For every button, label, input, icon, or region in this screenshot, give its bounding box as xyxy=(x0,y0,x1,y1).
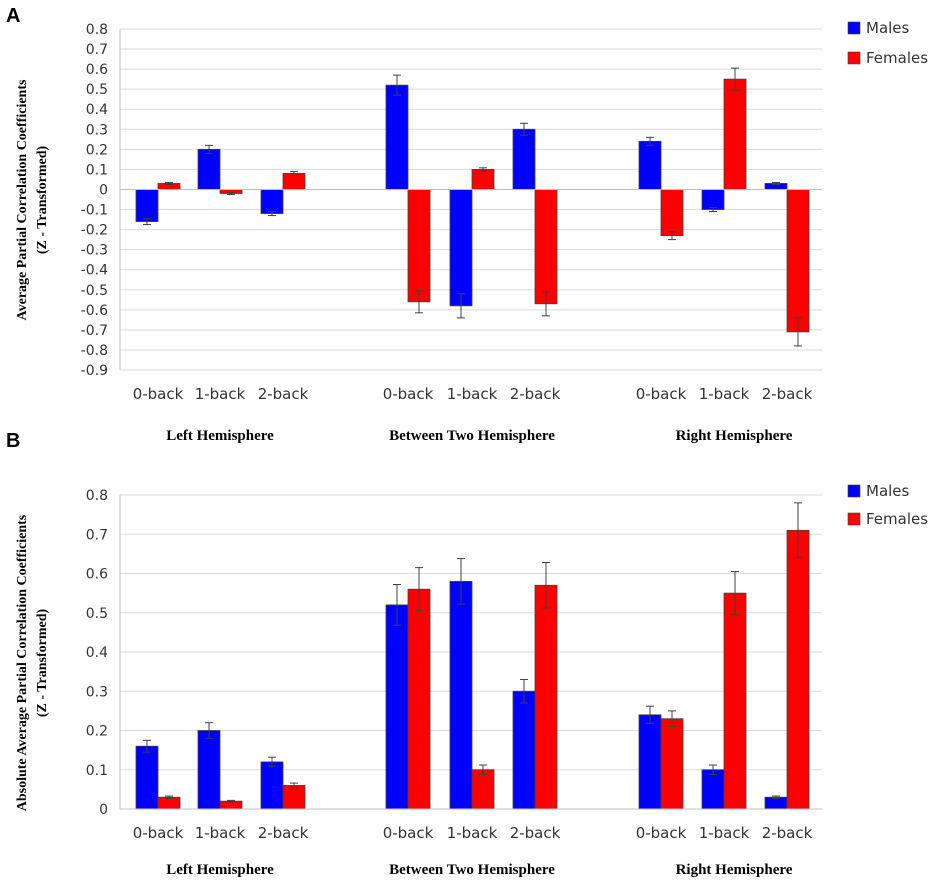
x-tick-label: 0-back xyxy=(636,824,687,842)
bar-females-4 xyxy=(471,169,495,190)
y-tick-label: -0.6 xyxy=(81,303,108,319)
bar-males-0 xyxy=(135,745,159,810)
bar-females-6 xyxy=(660,718,684,810)
y-tick-label: 0.3 xyxy=(86,684,108,700)
bar-males-1 xyxy=(197,730,221,810)
y-tick-label: 0 xyxy=(99,802,108,818)
x-tick-label: 1-back xyxy=(195,385,246,403)
bar-males-7 xyxy=(701,769,725,810)
y-tick-label: 0.5 xyxy=(86,606,108,622)
x-tick-label: 1-back xyxy=(699,385,750,403)
bar-females-7 xyxy=(723,78,747,190)
x-tick-label: 1-back xyxy=(447,824,498,842)
y-tick-label: -0.1 xyxy=(81,203,108,219)
y-tick-label: 0.2 xyxy=(86,724,108,740)
group-label: Right Hemisphere xyxy=(676,862,793,878)
legend-label: Females xyxy=(866,49,928,67)
y-axis-title: Absolute Average Partial Correlation Coe… xyxy=(15,514,30,811)
y-tick-label: -0.2 xyxy=(81,223,108,239)
x-tick-label: 0-back xyxy=(133,385,184,403)
y-tick-label: 0.4 xyxy=(86,102,108,118)
bar-males-2 xyxy=(260,761,284,810)
legend-label: Males xyxy=(866,19,910,37)
x-tick-label: 0-back xyxy=(636,385,687,403)
x-tick-label: 2-back xyxy=(258,385,309,403)
y-tick-label: -0.5 xyxy=(81,283,108,299)
group-label: Between Two Hemisphere xyxy=(389,428,555,444)
x-tick-label: 0-back xyxy=(383,385,434,403)
bar-females-6 xyxy=(660,189,684,237)
bar-males-2 xyxy=(260,189,284,214)
y-tick-label: 0.5 xyxy=(86,82,108,98)
x-tick-label: 1-back xyxy=(447,385,498,403)
y-axis-title: Average Partial Correlation Coefficients xyxy=(15,79,30,320)
y-tick-label: -0.3 xyxy=(81,243,108,259)
x-tick-label: 0-back xyxy=(383,824,434,842)
y-tick-label: 0.3 xyxy=(86,122,108,138)
y-axis-title-line2: (Z - Transformed) xyxy=(35,145,50,254)
legend-swatch-females xyxy=(847,51,861,65)
bar-males-5 xyxy=(512,690,536,810)
legend-swatch-females xyxy=(847,512,861,526)
bar-females-7 xyxy=(723,592,747,810)
legend-swatch-males xyxy=(847,484,861,498)
bar-males-8 xyxy=(764,796,788,810)
y-tick-label: 0.1 xyxy=(86,162,108,178)
y-tick-label: -0.4 xyxy=(81,263,108,279)
x-tick-label: 2-back xyxy=(510,824,561,842)
bar-females-2 xyxy=(282,785,306,810)
y-tick-label: 0.4 xyxy=(86,645,108,661)
y-tick-label: -0.7 xyxy=(81,323,108,339)
x-tick-label: 1-back xyxy=(699,824,750,842)
x-tick-label: 2-back xyxy=(762,385,813,403)
group-label: Right Hemisphere xyxy=(676,428,793,444)
bar-females-4 xyxy=(471,769,495,810)
y-tick-label: 0.7 xyxy=(86,42,108,58)
y-tick-label: 0.6 xyxy=(86,62,108,78)
x-tick-label: 1-back xyxy=(195,824,246,842)
bar-females-0 xyxy=(157,796,181,810)
y-tick-label: 0.8 xyxy=(86,488,108,504)
legend-swatch-males xyxy=(847,21,861,35)
group-label: Left Hemisphere xyxy=(166,862,274,878)
panel-label: A xyxy=(6,5,20,27)
bar-females-5 xyxy=(534,584,558,810)
bar-males-4 xyxy=(449,580,473,810)
bar-males-6 xyxy=(638,140,662,190)
panel-label: B xyxy=(6,430,20,452)
y-tick-label: 0.8 xyxy=(86,22,108,38)
y-tick-label: 0.6 xyxy=(86,567,108,583)
y-axis-title-line2: (Z - Transformed) xyxy=(35,608,50,717)
bar-males-0 xyxy=(135,189,159,222)
x-tick-label: 2-back xyxy=(510,385,561,403)
y-tick-label: -0.9 xyxy=(81,363,108,379)
x-tick-label: 2-back xyxy=(762,824,813,842)
bar-females-8 xyxy=(786,189,810,333)
group-label: Between Two Hemisphere xyxy=(389,862,555,878)
bar-females-3 xyxy=(407,588,431,810)
bar-males-1 xyxy=(197,148,221,190)
bar-males-3 xyxy=(385,604,409,810)
x-tick-label: 2-back xyxy=(258,824,309,842)
y-tick-label: -0.8 xyxy=(81,343,108,359)
legend-label: Females xyxy=(866,510,928,528)
bar-males-4 xyxy=(449,189,473,307)
bar-males-5 xyxy=(512,128,536,190)
legend-label: Males xyxy=(866,482,910,500)
group-label: Left Hemisphere xyxy=(166,428,274,444)
y-tick-label: 0.1 xyxy=(86,763,108,779)
y-tick-label: 0.2 xyxy=(86,142,108,158)
bar-males-3 xyxy=(385,84,409,190)
bar-males-6 xyxy=(638,714,662,810)
bar-females-5 xyxy=(534,189,558,305)
bar-males-7 xyxy=(701,189,725,210)
y-tick-label: 0.7 xyxy=(86,527,108,543)
bar-females-3 xyxy=(407,189,431,303)
bar-females-8 xyxy=(786,529,810,810)
y-tick-label: 0 xyxy=(99,182,108,198)
x-tick-label: 0-back xyxy=(133,824,184,842)
